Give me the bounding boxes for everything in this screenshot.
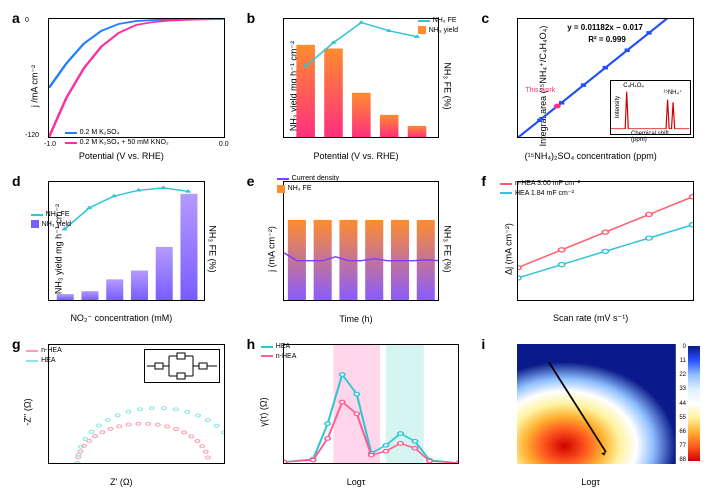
- panel-label-b: b: [247, 10, 256, 26]
- r2-c: R² = 0.999: [588, 35, 626, 44]
- circuit-inset: [144, 349, 220, 383]
- ytick-a4: -120: [25, 132, 39, 139]
- chart-f: [517, 181, 694, 301]
- legend-e: Current densityNH₃ FE: [277, 174, 339, 194]
- panel-f: f Δj (mA cm⁻²) Scan rate (mV s⁻¹) n-HEA …: [477, 171, 704, 326]
- xaxis-a: Potential (V vs. RHE): [79, 151, 164, 161]
- yaxis-g: -Z'' (Ω): [23, 398, 33, 425]
- xaxis-g: Z' (Ω): [110, 477, 132, 487]
- panel-d: d NH₃ yield mg h⁻¹ cm⁻² NH₃ FE (%) NO₂⁻ …: [8, 171, 235, 326]
- yaxis-a: j /mA cm⁻²: [30, 64, 41, 106]
- panel-label-e: e: [247, 173, 255, 189]
- xaxis-e: Time (h): [339, 314, 372, 324]
- panel-label-c: c: [481, 10, 489, 26]
- panel-label-d: d: [12, 173, 21, 189]
- panel-b: b NH₃ yield mg h⁻¹ cm⁻² NH₃ FE (%) Poten…: [243, 8, 470, 163]
- chart-e: [283, 181, 440, 301]
- legend-b: NH₃ FENH₃ yield: [418, 16, 458, 36]
- panel-label-g: g: [12, 336, 21, 352]
- xaxis-i: Logτ: [581, 477, 600, 487]
- legend-a: 0.2 M K₂SO₄0.2 M K₂SO₄ + 50 mM KNO₂: [65, 128, 169, 148]
- legend-h: HEAn-HEA: [261, 342, 297, 362]
- chart-g: [48, 344, 225, 464]
- chart-b: [283, 18, 440, 138]
- xaxis-c: (¹⁵NH₄)₂SO₄ concentration (ppm): [525, 151, 657, 161]
- yaxis-h: γ(τ) (Ω): [258, 397, 268, 426]
- xaxis-d: NO₂⁻ concentration (mM): [70, 313, 172, 324]
- chart-i: [517, 344, 676, 464]
- xaxis-b: Potential (V vs. RHE): [313, 151, 398, 161]
- inset-peak2: ¹⁵NH₄⁺: [663, 89, 682, 96]
- panel-label-h: h: [247, 336, 256, 352]
- chart-h: [283, 344, 460, 464]
- xtick-a0: -1.0: [44, 141, 56, 148]
- panel-h: h γ(τ) (Ω) Logτ HEAn-HEA: [243, 334, 470, 489]
- yaxis-f: Δj (mA cm⁻²): [504, 223, 515, 275]
- equation-c: y = 0.01182x − 0.017: [567, 23, 643, 32]
- chart-d: [48, 181, 205, 301]
- yaxis-e: j (mA cm⁻²): [266, 226, 277, 272]
- panel-label-a: a: [12, 10, 20, 26]
- inset-xlabel: Chemical shift (ppm): [631, 131, 670, 143]
- panel-i: i Potential (V vs. RHE) Logτ 01122334455…: [477, 334, 704, 489]
- colorbar-i: [688, 346, 700, 461]
- inset-c: C₄H₄O₄ ¹⁵NH₄⁺ Chemical shift (ppm) Inten…: [610, 80, 691, 135]
- chart-a: 0 -120 -1.0 0.0: [48, 18, 225, 138]
- colorbar-ticks: 01122334455667788: [672, 344, 686, 463]
- yaxis2-e: NH₃ FE (%): [443, 225, 453, 272]
- yaxis2-b: NH₃ FE (%): [443, 62, 453, 109]
- panel-c: c Integral area (¹⁵NH₄⁺/C₄H₄O₄) (¹⁵NH₄)₂…: [477, 8, 704, 163]
- figure-grid: a j /mA cm⁻² Potential (V vs. RHE) 0 -12…: [8, 8, 704, 489]
- xaxis-f: Scan rate (mV s⁻¹): [553, 313, 628, 324]
- panel-label-i: i: [481, 336, 485, 352]
- panel-e: e j (mA cm⁻²) NH₃ FE (%) Time (h) Curren…: [243, 171, 470, 326]
- yaxis2-d: NH₃ FE (%): [208, 225, 218, 272]
- this-work-label: This work: [525, 87, 555, 94]
- legend-f: n-HEA 3.00 mF cm⁻²HEA 1.84 mF cm⁻²: [500, 179, 580, 199]
- legend-g: n-HEAHEA: [26, 346, 62, 366]
- inset-ylabel: Intensity: [616, 96, 622, 118]
- panel-label-f: f: [481, 173, 486, 189]
- ytick-a: 0: [25, 17, 29, 24]
- legend-d: NH₃ FENH₃ yield: [31, 210, 71, 230]
- xtick-a5: 0.0: [219, 141, 229, 148]
- chart-c: y = 0.01182x − 0.017 R² = 0.999 This wor…: [517, 18, 694, 138]
- inset-peak1: C₄H₄O₄: [623, 83, 644, 89]
- panel-a: a j /mA cm⁻² Potential (V vs. RHE) 0 -12…: [8, 8, 235, 163]
- panel-g: g -Z'' (Ω) Z' (Ω): [8, 334, 235, 489]
- xaxis-h: Logτ: [347, 477, 366, 487]
